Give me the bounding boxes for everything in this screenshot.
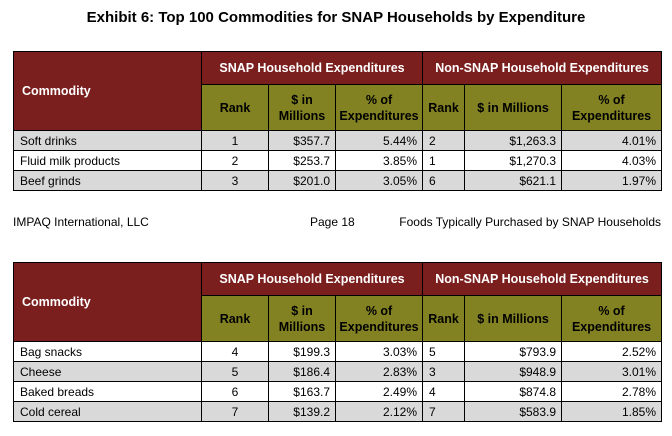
nonsnap-rank-cell: 7 (422, 401, 466, 422)
snap-pct-cell: 5.44% (334, 130, 424, 151)
table-row: Fluid milk products 2 $253.7 3.85% 1 $1,… (13, 150, 663, 171)
nonsnap-rank-cell: 5 (422, 341, 466, 362)
commodity-header: Commodity (13, 262, 202, 342)
snap-millions-cell: $186.4 (268, 361, 336, 382)
nonsnap-millions-header: $ in Millions (464, 84, 563, 131)
footer-page-number: Page 18 (310, 215, 355, 229)
nonsnap-millions-cell: $1,270.3 (464, 150, 563, 171)
table-row: Bag snacks 4 $199.3 3.03% 5 $793.9 2.52% (13, 341, 663, 362)
snap-millions-cell: $163.7 (268, 381, 336, 402)
snap-group-header: SNAP Household Expenditures (200, 51, 424, 85)
commodity-cell: Fluid milk products (13, 150, 202, 171)
nonsnap-millions-cell: $583.9 (464, 401, 563, 422)
snap-millions-header: $ in Millions (268, 84, 336, 131)
footer-report-title: Foods Typically Purchased by SNAP Househ… (399, 215, 661, 229)
snap-rank-cell: 2 (201, 150, 269, 171)
commodity-cell: Beef grinds (13, 170, 202, 191)
snap-pct-cell: 3.05% (334, 170, 424, 191)
nonsnap-pct-header: % of Expenditures (561, 84, 663, 131)
snap-millions-cell: $199.3 (268, 341, 336, 362)
nonsnap-rank-cell: 1 (422, 150, 466, 171)
nonsnap-millions-header: $ in Millions (464, 295, 563, 342)
snap-pct-cell: 3.03% (334, 341, 424, 362)
commodity-cell: Baked breads (13, 381, 202, 402)
nonsnap-pct-cell: 1.85% (561, 401, 663, 422)
nonsnap-pct-cell: 3.01% (561, 361, 663, 382)
nonsnap-rank-header: Rank (422, 84, 466, 131)
snap-millions-cell: $253.7 (268, 150, 336, 171)
commodity-header: Commodity (13, 51, 202, 131)
snap-group-header: SNAP Household Expenditures (200, 262, 424, 296)
nonsnap-millions-cell: $874.8 (464, 381, 563, 402)
snap-millions-cell: $201.0 (268, 170, 336, 191)
commodity-cell: Cold cereal (13, 401, 202, 422)
commodity-cell: Cheese (13, 361, 202, 382)
nonsnap-rank-header: Rank (422, 295, 466, 342)
nonsnap-millions-cell: $948.9 (464, 361, 563, 382)
commodities-table-1: Commodity SNAP Household Expenditures No… (13, 51, 663, 191)
snap-millions-header: $ in Millions (268, 295, 336, 342)
snap-millions-cell: $357.7 (268, 130, 336, 151)
snap-rank-header: Rank (201, 295, 269, 342)
nonsnap-rank-cell: 2 (422, 130, 466, 151)
nonsnap-pct-cell: 2.78% (561, 381, 663, 402)
snap-rank-cell: 5 (201, 361, 269, 382)
nonsnap-group-header: Non-SNAP Household Expenditures (422, 262, 663, 296)
nonsnap-millions-cell: $621.1 (464, 170, 563, 191)
snap-rank-cell: 3 (201, 170, 269, 191)
table-row: Soft drinks 1 $357.7 5.44% 2 $1,263.3 4.… (13, 130, 663, 151)
nonsnap-rank-cell: 3 (422, 361, 466, 382)
nonsnap-millions-cell: $793.9 (464, 341, 563, 362)
snap-rank-cell: 6 (201, 381, 269, 402)
snap-rank-cell: 1 (201, 130, 269, 151)
commodities-table-2: Commodity SNAP Household Expenditures No… (13, 262, 663, 422)
snap-rank-cell: 4 (201, 341, 269, 362)
nonsnap-rank-cell: 4 (422, 381, 466, 402)
nonsnap-pct-cell: 2.52% (561, 341, 663, 362)
exhibit-title: Exhibit 6: Top 100 Commodities for SNAP … (86, 9, 586, 26)
snap-rank-header: Rank (201, 84, 269, 131)
table-row: Baked breads 6 $163.7 2.49% 4 $874.8 2.7… (13, 381, 663, 402)
table-row: Cold cereal 7 $139.2 2.12% 7 $583.9 1.85… (13, 401, 663, 422)
page-footer: IMPAQ International, LLC Page 18 Foods T… (13, 215, 661, 231)
snap-pct-header: % of Expenditures (334, 84, 424, 131)
nonsnap-rank-cell: 6 (422, 170, 466, 191)
nonsnap-group-header: Non-SNAP Household Expenditures (422, 51, 663, 85)
snap-pct-cell: 2.49% (334, 381, 424, 402)
snap-millions-cell: $139.2 (268, 401, 336, 422)
snap-pct-cell: 3.85% (334, 150, 424, 171)
commodity-cell: Soft drinks (13, 130, 202, 151)
snap-pct-cell: 2.83% (334, 361, 424, 382)
table-row: Cheese 5 $186.4 2.83% 3 $948.9 3.01% (13, 361, 663, 382)
snap-rank-cell: 7 (201, 401, 269, 422)
footer-company: IMPAQ International, LLC (13, 215, 149, 229)
nonsnap-pct-cell: 1.97% (561, 170, 663, 191)
nonsnap-pct-cell: 4.01% (561, 130, 663, 151)
snap-pct-header: % of Expenditures (334, 295, 424, 342)
commodity-cell: Bag snacks (13, 341, 202, 362)
table-row: Beef grinds 3 $201.0 3.05% 6 $621.1 1.97… (13, 170, 663, 191)
nonsnap-pct-cell: 4.03% (561, 150, 663, 171)
nonsnap-millions-cell: $1,263.3 (464, 130, 563, 151)
nonsnap-pct-header: % of Expenditures (561, 295, 663, 342)
snap-pct-cell: 2.12% (334, 401, 424, 422)
